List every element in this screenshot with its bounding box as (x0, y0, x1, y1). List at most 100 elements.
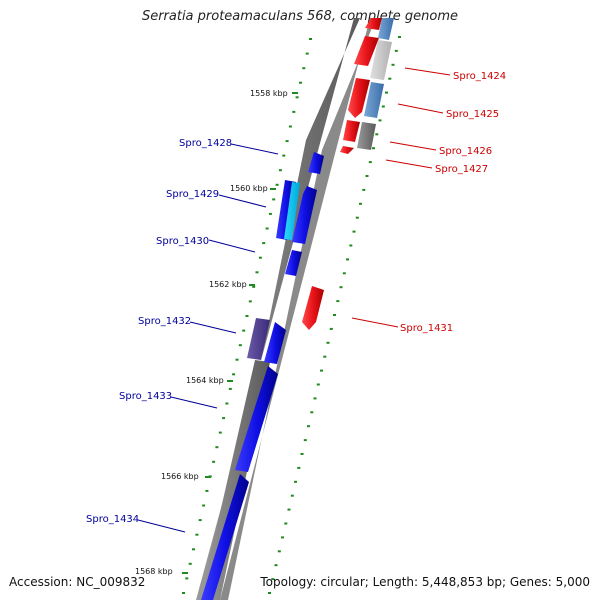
gene-arrow-spro-1425[interactable] (348, 78, 370, 118)
gene-arrow-spro-1430[interactable] (285, 250, 302, 276)
tick-dot (359, 202, 362, 205)
gene-label-spro-1431[interactable]: Spro_1431 (400, 323, 453, 334)
tick-dot (255, 271, 259, 274)
gene-label-spro-1425[interactable]: Spro_1425 (446, 109, 499, 120)
gene-label-spro-1434[interactable]: Spro_1434 (86, 514, 139, 525)
tick-dot (271, 578, 275, 581)
gene-arrow-spro-1434[interactable] (201, 474, 249, 600)
major-tick (205, 476, 211, 478)
tick-dot (182, 592, 185, 594)
tick-dot (272, 198, 276, 201)
gene-arrow-spro-1424-a[interactable] (354, 36, 379, 66)
tick-dot (225, 402, 229, 405)
major-tick (182, 572, 188, 574)
tick-dot (192, 548, 195, 551)
tick-dot (333, 314, 336, 316)
gene-block-steel-1[interactable] (378, 18, 394, 40)
tick-dot (277, 550, 281, 553)
tick-dot (278, 169, 282, 172)
gene-block-purple[interactable] (247, 318, 270, 360)
gene-block-steel-2[interactable] (364, 82, 384, 118)
tick-dot (372, 147, 375, 150)
gene-arrow-spro-1424-b[interactable] (365, 18, 382, 30)
tick-dot (232, 373, 236, 376)
leader-line (189, 321, 237, 334)
gene-label-spro-1432[interactable]: Spro_1432 (138, 316, 191, 327)
tick-label: 1566 kbp (161, 472, 199, 481)
leader-line (385, 159, 433, 169)
forward-strand (302, 18, 394, 330)
gene-label-spro-1428[interactable]: Spro_1428 (179, 138, 232, 149)
tick-dot (252, 285, 256, 288)
tick-label: 1568 kbp (135, 567, 173, 576)
tick-dot (336, 300, 340, 303)
tick-dot (342, 272, 346, 275)
leader-line (170, 396, 218, 409)
tick-dot (378, 119, 382, 122)
gene-block-light-1[interactable] (370, 40, 392, 80)
tick-dot (198, 519, 202, 522)
leader-line (397, 103, 444, 114)
tick-dot (352, 230, 356, 233)
tick-dot (323, 355, 327, 358)
gene-arrow-spro-1432[interactable] (264, 322, 286, 364)
tick-dot (275, 183, 279, 186)
leader-line (137, 519, 186, 533)
gene-arrow-spro-1426[interactable] (343, 120, 360, 142)
tick-dot (307, 425, 310, 428)
gene-arrow-spro-1431[interactable] (302, 286, 324, 330)
tick-dot (228, 387, 232, 390)
gene-arrow-spro-1433[interactable] (235, 366, 278, 472)
tick-label: 1558 kbp (250, 89, 288, 98)
gene-label-spro-1429[interactable]: Spro_1429 (166, 189, 219, 200)
leader-line (389, 141, 437, 151)
gene-block-grey-1[interactable] (357, 122, 376, 150)
tick-dot (302, 67, 306, 70)
tick-dot (349, 244, 353, 247)
gene-label-spro-1426[interactable]: Spro_1426 (439, 146, 492, 157)
gene-label-spro-1433[interactable]: Spro_1433 (119, 391, 172, 402)
tick-dot (320, 369, 323, 372)
reverse-strand (201, 152, 324, 600)
tick-dot (282, 154, 286, 157)
tick-dot (222, 417, 226, 420)
gene-label-spro-1427[interactable]: Spro_1427 (435, 164, 488, 175)
tick-dot (288, 125, 292, 128)
gene-arrow-spro-1429-b[interactable] (284, 182, 300, 240)
tick-dot (394, 49, 398, 52)
tick-dot (297, 466, 301, 469)
tick-dot (215, 446, 219, 449)
major-tick (227, 380, 233, 382)
tick-dot (281, 536, 284, 539)
tick-dot (218, 431, 222, 434)
gene-label-spro-1424[interactable]: Spro_1424 (453, 71, 506, 82)
tick-dot (248, 300, 252, 303)
tick-dot (274, 564, 278, 567)
tick-dot (398, 36, 401, 38)
major-tick (270, 188, 276, 190)
tick-dot (299, 81, 302, 84)
gene-arrow-spro-1427[interactable] (340, 146, 354, 154)
tick-dot (284, 522, 288, 525)
gene-label-spro-1430[interactable]: Spro_1430 (156, 236, 209, 247)
tick-dot (368, 161, 372, 164)
tick-dot (258, 256, 262, 259)
tick-dot (300, 453, 304, 455)
tick-dot (265, 227, 269, 230)
tick-label: 1564 kbp (186, 376, 224, 385)
tick-dot (381, 105, 385, 108)
tick-dot (285, 140, 289, 143)
tick-dot (388, 77, 392, 80)
tick-dot (245, 315, 249, 317)
tick-track-inner (268, 36, 401, 594)
leader-line (404, 67, 451, 76)
gene-arrow-spro-1428[interactable] (308, 152, 324, 174)
leader-line (218, 194, 267, 208)
gene-arrow-spro-1429-c[interactable] (292, 186, 317, 244)
tick-dot (316, 383, 320, 386)
tick-dot (235, 358, 239, 361)
tick-dot (188, 562, 192, 565)
major-tick (249, 284, 255, 286)
tick-dot (303, 439, 307, 442)
